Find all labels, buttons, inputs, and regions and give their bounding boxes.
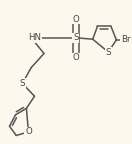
- Text: O: O: [72, 53, 79, 62]
- Text: HN: HN: [28, 33, 41, 42]
- Text: S: S: [105, 48, 111, 57]
- Text: O: O: [25, 127, 32, 136]
- Text: S: S: [20, 79, 25, 88]
- Text: S: S: [73, 33, 79, 42]
- Text: O: O: [72, 15, 79, 24]
- Text: Br: Br: [121, 35, 131, 44]
